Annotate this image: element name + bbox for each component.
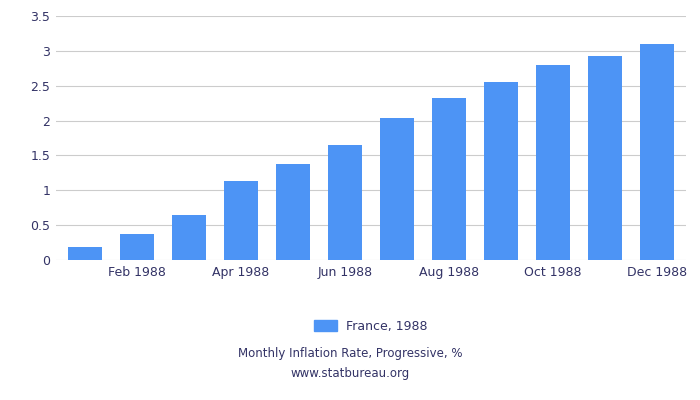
Bar <box>380 118 414 260</box>
Bar <box>484 82 518 260</box>
Bar <box>432 98 466 260</box>
Bar <box>276 164 310 260</box>
Bar <box>172 215 206 260</box>
Bar <box>640 44 674 260</box>
Text: www.statbureau.org: www.statbureau.org <box>290 368 410 380</box>
Legend: France, 1988: France, 1988 <box>314 320 428 333</box>
Bar <box>68 247 102 260</box>
Bar <box>589 56 622 260</box>
Bar <box>328 145 362 260</box>
Bar <box>536 65 570 260</box>
Bar <box>224 180 258 260</box>
Text: Monthly Inflation Rate, Progressive, %: Monthly Inflation Rate, Progressive, % <box>238 348 462 360</box>
Bar <box>120 234 153 260</box>
